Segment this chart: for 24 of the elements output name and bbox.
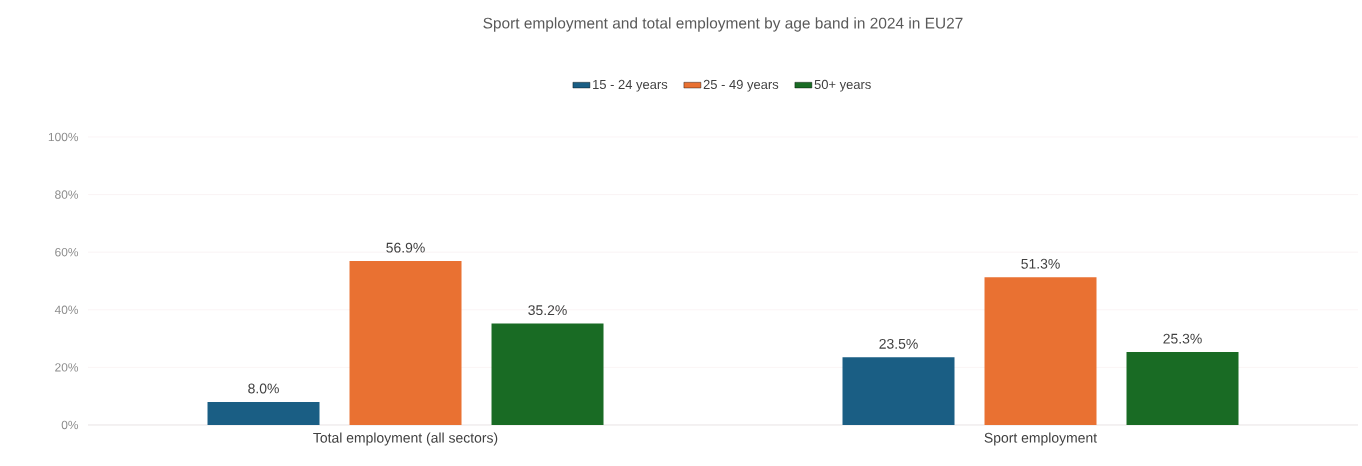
y-tick-label: 20% xyxy=(55,363,79,372)
bar xyxy=(349,261,462,425)
data-label: 56.9% xyxy=(386,242,425,253)
bar xyxy=(842,357,955,425)
x-tick-label: Sport employment xyxy=(984,432,1097,446)
chart-title: Sport employment and total employment by age band in 2024 in EU27 xyxy=(483,17,963,32)
data-label: 51.3% xyxy=(1021,258,1060,269)
data-label: 35.2% xyxy=(528,305,567,316)
bar xyxy=(984,277,1097,425)
data-label: 8.0% xyxy=(248,383,279,394)
data-label: 23.5% xyxy=(879,338,918,349)
legend-label: 25 - 49 years xyxy=(703,79,779,92)
x-tick-label: Total employment (all sectors) xyxy=(313,432,498,446)
y-tick-label: 40% xyxy=(54,305,79,315)
y-tick-label: 80% xyxy=(55,190,79,199)
legend-label: 50+ years xyxy=(814,79,871,92)
data-label: 25.3% xyxy=(1163,333,1202,344)
bar xyxy=(207,401,320,425)
y-tick-label: 100% xyxy=(48,132,79,142)
bar xyxy=(491,323,604,425)
legend-label: 15 - 24 years xyxy=(593,79,668,92)
y-tick-label: 0% xyxy=(61,420,79,430)
bar xyxy=(1126,352,1239,425)
y-tick-label: 60% xyxy=(55,247,79,257)
